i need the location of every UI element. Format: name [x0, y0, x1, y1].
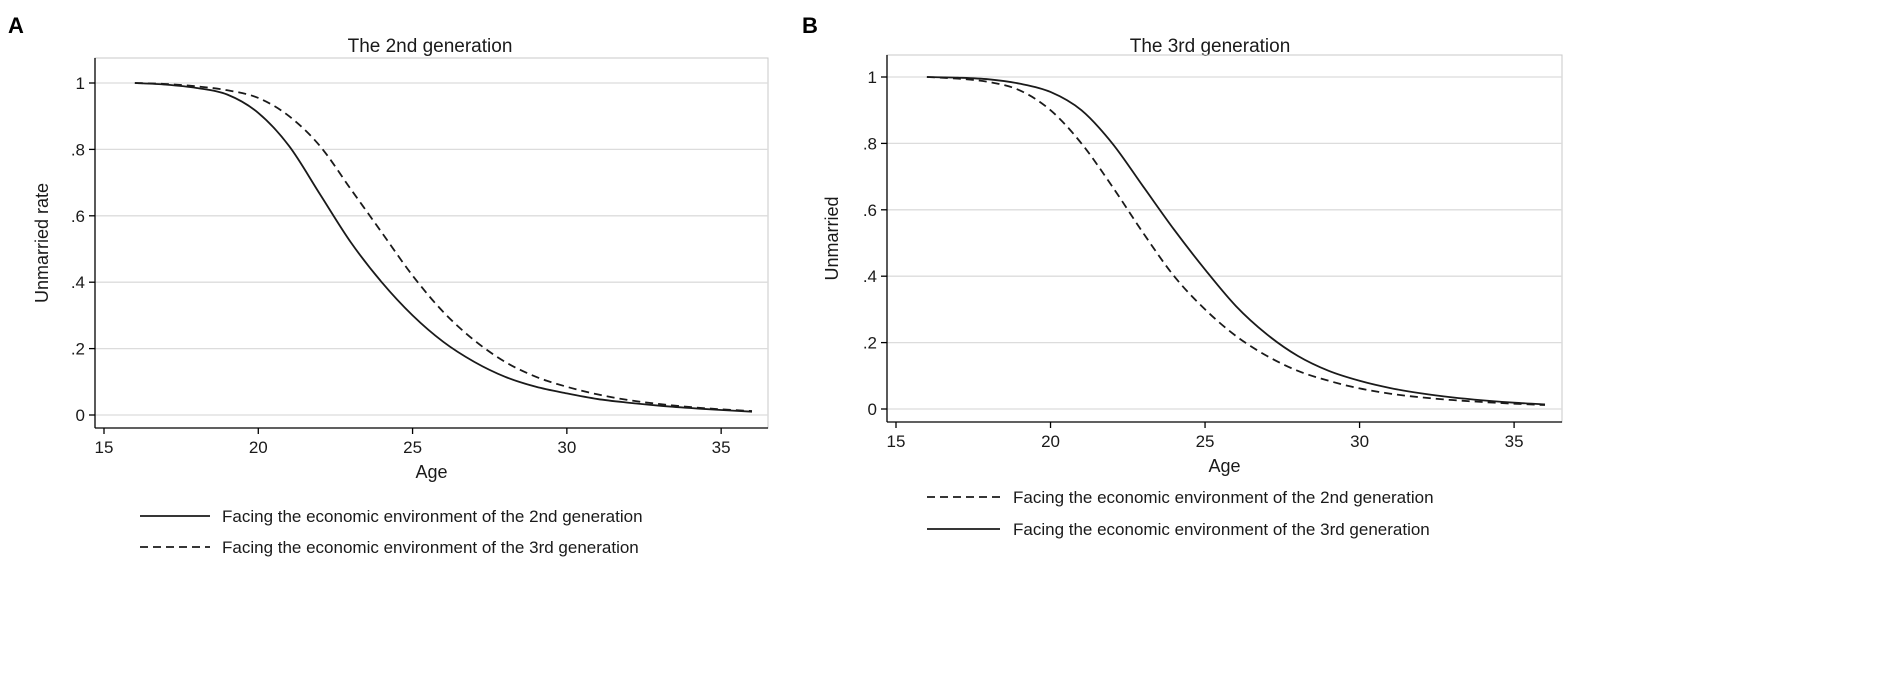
x-tick-label: 15 — [887, 432, 906, 451]
x-axis-label: Age — [1208, 456, 1240, 476]
y-tick-label: .4 — [71, 273, 85, 292]
plot-frame — [886, 54, 1563, 423]
y-tick-label: .6 — [863, 201, 877, 220]
x-tick-label: 20 — [1041, 432, 1060, 451]
x-tick-label: 30 — [1350, 432, 1369, 451]
chart-title: The 2nd generation — [348, 36, 513, 57]
series-line-dashed — [134, 82, 753, 412]
x-tick-label: 20 — [249, 438, 268, 457]
x-tick-label: 25 — [1196, 432, 1215, 451]
y-tick-label: .4 — [863, 267, 877, 286]
y-tick-label: .8 — [863, 134, 877, 153]
y-tick-label: 1 — [868, 68, 877, 87]
series-line-solid — [926, 76, 1546, 406]
legend-label: Facing the economic environment of the 3… — [1013, 520, 1430, 539]
series-line-dashed — [926, 76, 1546, 406]
y-axis-label: Unmarried rate — [32, 183, 52, 303]
panel-letter: A — [8, 13, 24, 38]
panel-letter: B — [802, 13, 818, 38]
plot-frame — [94, 57, 769, 429]
y-tick-label: .8 — [71, 140, 85, 159]
y-tick-label: 1 — [76, 74, 85, 93]
x-tick-label: 15 — [95, 438, 114, 457]
series-line-solid — [134, 82, 753, 413]
legend-label: Facing the economic environment of the 2… — [222, 507, 643, 526]
chart-title: The 3rd generation — [1130, 36, 1291, 57]
legend-label: Facing the economic environment of the 3… — [222, 538, 639, 557]
x-tick-label: 25 — [403, 438, 422, 457]
y-tick-label: .2 — [71, 340, 85, 359]
x-tick-label: 35 — [712, 438, 731, 457]
x-tick-label: 30 — [557, 438, 576, 457]
y-tick-label: 0 — [868, 400, 877, 419]
y-tick-label: 0 — [76, 406, 85, 425]
x-tick-label: 35 — [1505, 432, 1524, 451]
y-tick-label: .6 — [71, 207, 85, 226]
legend-label: Facing the economic environment of the 2… — [1013, 488, 1434, 507]
y-axis-label: Unmarried — [822, 196, 842, 280]
chart-panel-b: B The 3rd generation 0 .2 .4 .6 .8 1 15 20 25 30 35 A… — [802, 13, 1563, 539]
chart-panel-a: A The 2nd generation 0 .2 .4 .6 .8 1 15 20 25 30 35 A… — [8, 13, 769, 557]
x-axis-label: Age — [415, 462, 447, 482]
y-tick-label: .2 — [863, 334, 877, 353]
